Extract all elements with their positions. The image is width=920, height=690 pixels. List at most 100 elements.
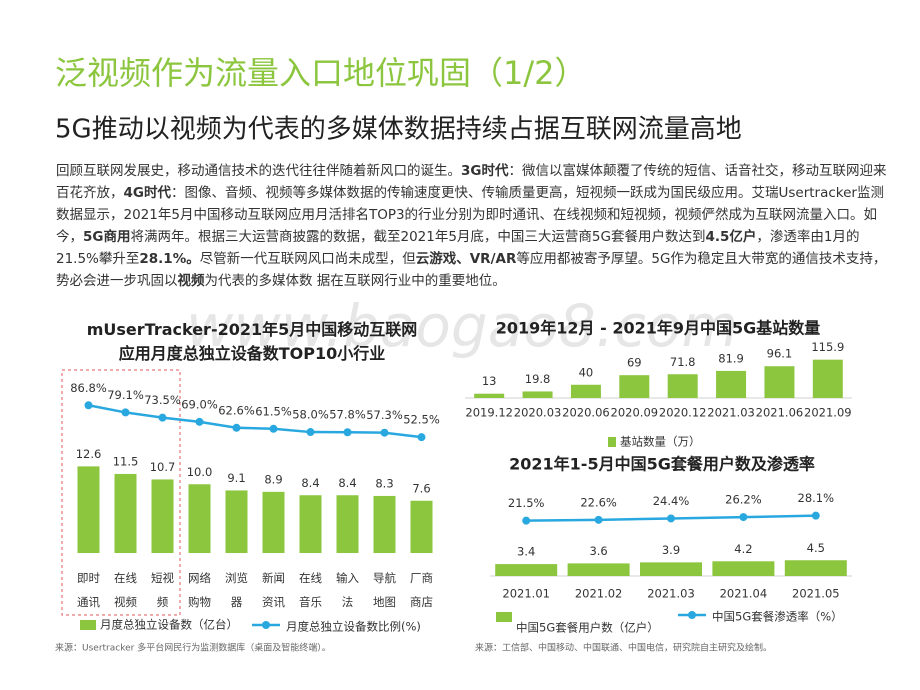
data-label: 13 <box>482 374 497 388</box>
x-tick-label: 2020.12 <box>659 406 707 420</box>
data-label: 8.4 <box>301 476 319 490</box>
line-point <box>84 401 93 410</box>
data-label: 4.2 <box>734 542 752 556</box>
data-label: 52.5% <box>403 413 440 427</box>
data-label: 4.5 <box>807 541 825 555</box>
legend-label: 月度总独立设备数比例(%) <box>286 620 421 634</box>
bar <box>570 384 601 398</box>
bar <box>784 560 847 576</box>
x-tick-label: 浏览器 <box>225 571 248 609</box>
body-paragraph: 回顾互联网发展史，移动通信技术的迭代往往伴随着新风口的诞生。3G时代：微信以富媒… <box>56 160 891 292</box>
data-label: 57.8% <box>329 408 366 422</box>
chart-title: 2021年1-5月中国5G套餐用户数及渗透率 <box>509 455 815 474</box>
x-tick-label: 2021.01 <box>502 587 550 601</box>
bar <box>712 561 775 576</box>
data-label: 21.5% <box>508 496 545 510</box>
line-point <box>195 417 204 426</box>
data-label: 7.6 <box>412 481 430 495</box>
data-label: 8.3 <box>375 476 393 490</box>
slide-subtitle: 5G推动以视频为代表的多媒体数据持续占据互联网流量高地 <box>55 115 742 145</box>
legend-swatch <box>688 611 696 619</box>
text-run: 视频 <box>177 273 205 289</box>
data-label: 8.4 <box>338 476 356 490</box>
bar <box>151 479 174 553</box>
data-label: 57.3% <box>366 408 403 422</box>
line-point <box>811 511 820 520</box>
bar <box>667 374 698 398</box>
data-label: 24.4% <box>653 494 690 508</box>
data-label: 19.8 <box>525 372 551 386</box>
bar <box>188 484 211 553</box>
data-label: 12.6 <box>76 447 102 461</box>
line-point <box>343 428 352 437</box>
data-label: 11.5 <box>113 454 139 468</box>
text-run: 为代表的多媒体数 据在互联网行业中的重要地位。 <box>204 273 506 289</box>
x-tick-label: 在线音乐 <box>299 571 322 609</box>
line-point <box>667 514 675 523</box>
bar <box>619 375 650 398</box>
data-label: 3.9 <box>662 543 680 557</box>
bar <box>336 495 359 553</box>
line-point <box>121 408 130 417</box>
data-label: 28.1% <box>798 491 835 505</box>
text-run: 等应用都被寄予厚望。5G作为稳定且大带宽的通信技术支持，势必会进一步巩固以 <box>56 251 887 289</box>
bar <box>77 466 100 553</box>
bar <box>410 500 433 553</box>
data-label: 62.6% <box>218 403 255 417</box>
data-label: 69 <box>627 356 642 370</box>
line-point <box>417 433 426 442</box>
data-label: 3.4 <box>517 545 535 559</box>
x-tick-label: 网络购物 <box>188 571 211 609</box>
line-point <box>232 423 241 432</box>
x-tick-label: 2021.06 <box>756 406 804 420</box>
data-label: 69.0% <box>181 397 218 411</box>
legend-swatch <box>496 612 512 622</box>
text-run: 回顾互联网发展史，移动通信技术的迭代往往伴随着新风口的诞生。 <box>56 163 461 179</box>
bar <box>225 490 248 553</box>
line-point <box>739 513 748 522</box>
chart-title: mUserTracker-2021年5月中国移动互联网应用月度总独立设备数TOP… <box>87 320 418 363</box>
text-run: ：图像、音频、视频等多媒体数据的传输速度更快、传输质量更高，短视频一跃成为国民级… <box>56 185 884 245</box>
x-tick-label: 2020.03 <box>514 406 562 420</box>
line <box>88 404 422 439</box>
legend-label: 中国5G套餐用户数（亿户） <box>516 621 659 635</box>
x-tick-label: 2021.04 <box>720 587 768 601</box>
bar <box>114 473 137 553</box>
data-label: 81.9 <box>718 351 744 365</box>
data-label: 96.1 <box>767 347 793 361</box>
bar <box>640 562 702 576</box>
bar <box>262 491 285 553</box>
source: 来源：工信部、中国移动、中国联通、中国电信，研究院自主研究及绘制。 <box>475 642 772 654</box>
legend-swatch <box>80 620 96 630</box>
text-run: 28.1%。 <box>139 251 200 267</box>
bar <box>567 563 630 576</box>
bar <box>764 366 795 398</box>
bar <box>522 391 553 398</box>
data-label: 73.5% <box>144 393 181 407</box>
text-run: 尽管新一代互联网风口尚未成型，但 <box>199 251 416 267</box>
text-run: 3G时代 <box>461 163 509 179</box>
bar <box>373 495 396 553</box>
watermark: www.baogao8.com <box>186 292 738 360</box>
bar <box>474 393 505 398</box>
x-tick-label: 2021.09 <box>804 406 852 420</box>
x-tick-label: 2020.06 <box>562 406 610 420</box>
x-tick-label: 导航地图 <box>373 571 396 609</box>
bar <box>299 495 322 553</box>
x-tick-label: 新闻资讯 <box>262 571 285 609</box>
x-tick-label: 短视频 <box>151 571 174 609</box>
bar <box>495 564 558 576</box>
text-run: ，渗透率由1月的21.5%攀升至 <box>56 229 860 267</box>
source: 来源：Usertracker 多平台网民行为监测数据库（桌面及智能终端）。 <box>55 642 331 654</box>
data-label: 86.8% <box>70 381 107 395</box>
x-tick-label: 2019.12 <box>465 406 513 420</box>
line-point <box>269 424 278 433</box>
text-run: 4.5亿户 <box>705 229 757 245</box>
line-point <box>522 516 531 525</box>
data-label: 8.9 <box>264 472 282 486</box>
x-tick-label: 2021.03 <box>647 587 695 601</box>
bar <box>812 359 843 398</box>
data-label: 58.0% <box>292 408 329 422</box>
